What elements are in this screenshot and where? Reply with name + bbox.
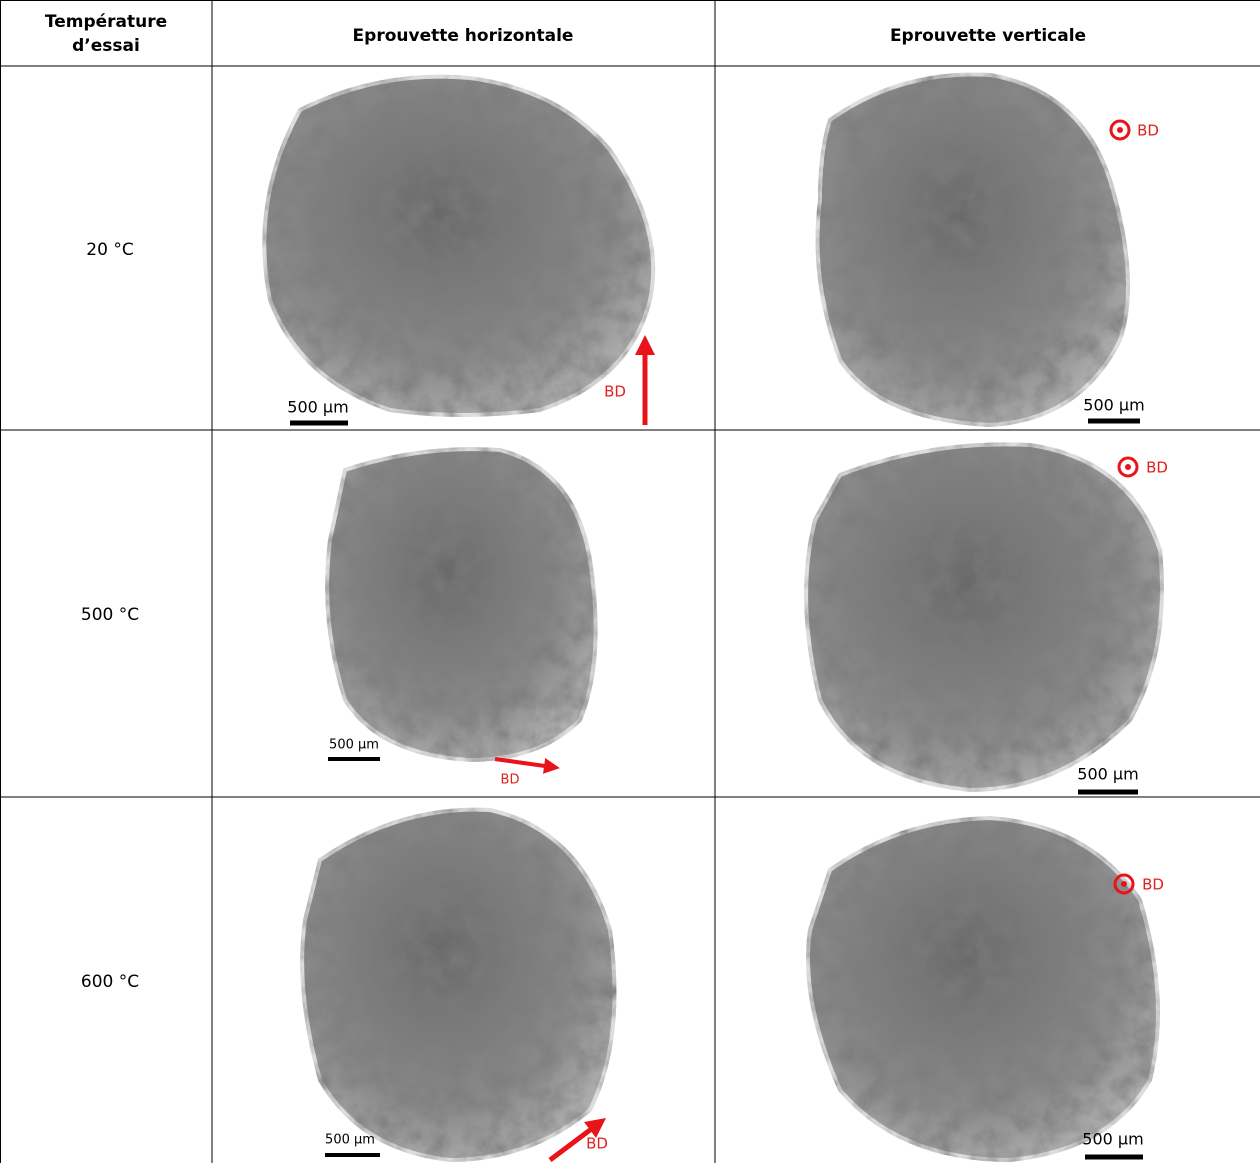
scale-label: 500 µm bbox=[1083, 396, 1144, 415]
bd-icon bbox=[1117, 127, 1123, 133]
bd-label: BD bbox=[1137, 122, 1159, 140]
bd-icon bbox=[1117, 456, 1139, 478]
scale-label: 500 µm bbox=[287, 398, 348, 417]
temperature: 600 °C bbox=[81, 972, 139, 992]
bd-icon bbox=[1121, 881, 1127, 887]
header-cell: Température bbox=[45, 12, 167, 32]
bd-arrow bbox=[548, 1118, 606, 1162]
scale-label: 500 µm bbox=[1077, 765, 1138, 784]
bd-label: BD bbox=[1142, 876, 1164, 894]
fracture-surface bbox=[804, 442, 1164, 793]
bd-label: BD bbox=[501, 773, 520, 788]
scale-label: 500 µm bbox=[325, 1133, 375, 1148]
temperature: 500 °C bbox=[81, 605, 139, 625]
header-cell: Eprouvette horizontale bbox=[353, 26, 574, 46]
bd-label: BD bbox=[586, 1135, 608, 1153]
bd-label: BD bbox=[604, 383, 626, 401]
bd-icon bbox=[1125, 464, 1131, 470]
header-cell: d’essai bbox=[72, 36, 140, 56]
fracture-surface bbox=[815, 72, 1130, 428]
bd-icon bbox=[1113, 873, 1135, 895]
fracture-surface bbox=[806, 815, 1160, 1163]
scale-label: 500 µm bbox=[329, 738, 379, 753]
fracture-surface bbox=[300, 807, 617, 1163]
fracture-surface bbox=[325, 447, 598, 763]
scale-label: 500 µm bbox=[1082, 1130, 1143, 1149]
bd-arrow bbox=[494, 757, 560, 774]
header-cell: Eprouvette verticale bbox=[890, 26, 1086, 46]
fracture-surface bbox=[262, 74, 656, 417]
temperature: 20 °C bbox=[86, 240, 133, 260]
bd-label: BD bbox=[1146, 459, 1168, 477]
bd-icon bbox=[1109, 119, 1131, 141]
